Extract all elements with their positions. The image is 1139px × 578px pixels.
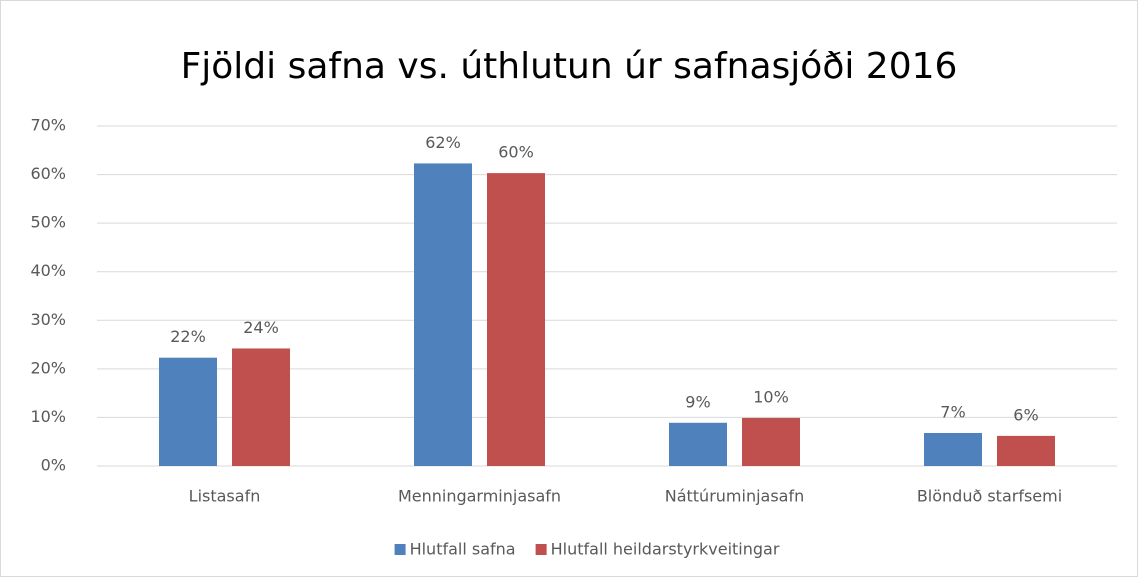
y-tick-label: 0% xyxy=(41,456,66,475)
y-tick-label: 20% xyxy=(30,358,66,377)
bar xyxy=(487,173,545,466)
data-label: 9% xyxy=(685,392,710,411)
y-tick-label: 10% xyxy=(30,407,66,426)
data-label: 24% xyxy=(243,318,279,337)
legend-label: Hlutfall safna xyxy=(410,540,516,559)
data-label: 60% xyxy=(498,143,534,162)
y-tick-label: 60% xyxy=(30,164,66,183)
bar xyxy=(414,163,472,466)
y-tick-label: 40% xyxy=(30,261,66,280)
bar xyxy=(742,417,800,466)
y-tick-label: 70% xyxy=(30,116,66,135)
chart-title: Fjöldi safna vs. úthlutun úr safnasjóði … xyxy=(181,46,958,87)
bar xyxy=(669,422,727,466)
y-tick-label: 50% xyxy=(30,213,66,232)
legend-swatch xyxy=(535,544,547,555)
bar xyxy=(232,348,290,466)
data-label: 62% xyxy=(425,133,461,152)
x-tick-label: Menningarminjasafn xyxy=(398,487,561,506)
data-label: 7% xyxy=(940,402,965,421)
x-tick-label: Listasafn xyxy=(189,487,261,506)
x-tick-label: Blönduð starfsemi xyxy=(917,487,1062,506)
data-label: 10% xyxy=(753,387,789,406)
legend-label: Hlutfall heildarstyrkveitingar xyxy=(551,540,780,559)
bar xyxy=(159,357,217,466)
legend-swatch xyxy=(394,544,406,555)
data-label: 22% xyxy=(170,327,206,346)
y-tick-label: 30% xyxy=(30,310,66,329)
bar xyxy=(924,432,982,466)
data-label: 6% xyxy=(1013,405,1038,424)
bar xyxy=(997,435,1055,466)
x-tick-label: Náttúruminjasafn xyxy=(665,487,805,506)
